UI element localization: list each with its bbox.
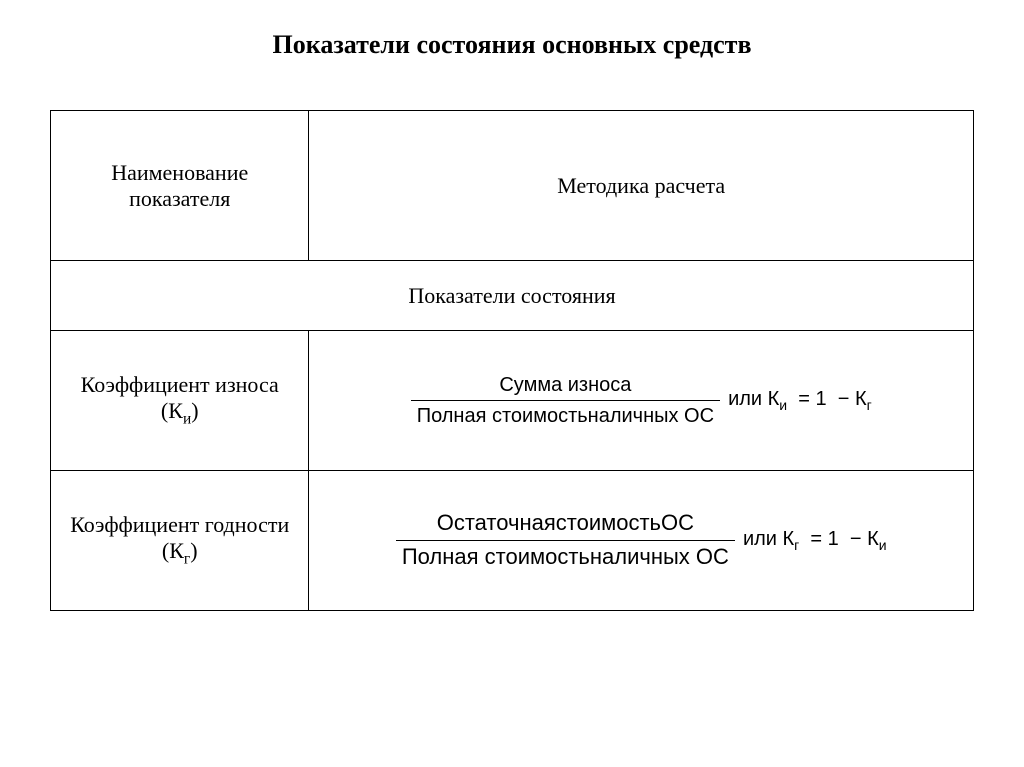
table-row: Коэффициент износа (Ки) Сумма износа Пол…: [51, 331, 974, 471]
section-header-text: Показатели состояния: [408, 283, 615, 308]
fraction: Сумма износа Полная стоимостьналичных ОС: [411, 372, 720, 429]
formula: ОстаточнаястоимостьОС Полная стоимостьна…: [396, 509, 887, 571]
eq-rhs-const: 1: [815, 388, 826, 410]
eq-rhs-sub: и: [879, 537, 887, 553]
formula: Сумма износа Полная стоимостьналичных ОС…: [411, 372, 872, 429]
table-row: Коэффициент годности (Кг) Остаточнаястои…: [51, 471, 974, 611]
formula-alt: или Кг = 1 − Ки: [743, 528, 887, 553]
symbol-sub: г: [184, 551, 190, 568]
indicator-name-cell: Коэффициент годности (Кг): [51, 471, 309, 611]
eq-rhs-sub: г: [867, 397, 872, 413]
eq-lhs-sub: и: [779, 397, 787, 413]
indicator-name-main: Коэффициент годности: [70, 512, 289, 537]
col-header-method: Методика расчета: [309, 111, 974, 261]
fraction: ОстаточнаястоимостьОС Полная стоимостьна…: [396, 509, 735, 571]
eq-rhs-const: 1: [828, 528, 839, 550]
eq-lhs-base: К: [768, 388, 780, 410]
page-title: Показатели состояния основных средств: [50, 30, 974, 60]
symbol-sub: и: [183, 411, 191, 428]
table-header-row: Наименование показателя Методика расчета: [51, 111, 974, 261]
indicators-table: Наименование показателя Методика расчета…: [50, 110, 974, 611]
indicator-method-cell: ОстаточнаястоимостьОС Полная стоимостьна…: [309, 471, 974, 611]
indicator-name-main: Коэффициент износа: [81, 372, 279, 397]
page: Показатели состояния основных средств На…: [0, 0, 1024, 641]
indicator-name-symbol: (Кг): [162, 538, 198, 563]
section-header-cell: Показатели состояния: [51, 261, 974, 331]
fraction-denominator: Полная стоимостьналичных ОС: [396, 540, 735, 572]
indicator-name-symbol: (Ки): [161, 398, 199, 423]
indicator-method-cell: Сумма износа Полная стоимостьналичных ОС…: [309, 331, 974, 471]
table-section-row: Показатели состояния: [51, 261, 974, 331]
fraction-denominator: Полная стоимостьналичных ОС: [411, 400, 720, 429]
eq-lhs-base: К: [783, 528, 795, 550]
col-header-name-text: Наименование показателя: [111, 160, 248, 211]
formula-alt: или Ки = 1 − Кг: [728, 388, 872, 413]
indicator-name-cell: Коэффициент износа (Ки): [51, 331, 309, 471]
col-header-method-text: Методика расчета: [557, 173, 725, 198]
symbol-base: К: [168, 398, 183, 423]
fraction-numerator: ОстаточнаястоимостьОС: [431, 509, 700, 540]
or-word: или: [743, 528, 777, 550]
symbol-base: К: [169, 538, 184, 563]
eq-lhs-sub: г: [794, 537, 799, 553]
eq-rhs-base: К: [867, 528, 879, 550]
fraction-numerator: Сумма износа: [493, 372, 637, 400]
col-header-name: Наименование показателя: [51, 111, 309, 261]
or-word: или: [728, 388, 762, 410]
eq-rhs-base: К: [855, 388, 867, 410]
